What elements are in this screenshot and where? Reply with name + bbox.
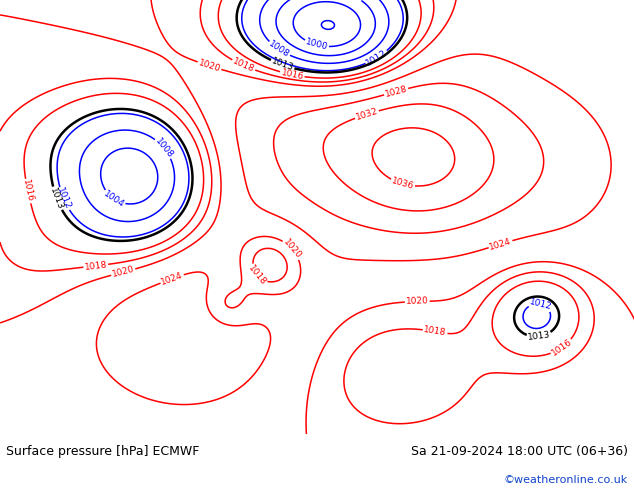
Text: 1004: 1004 xyxy=(102,189,126,209)
Text: 1018: 1018 xyxy=(423,325,447,338)
Text: 1020: 1020 xyxy=(281,238,303,261)
Text: 1008: 1008 xyxy=(267,39,291,59)
Text: 1012: 1012 xyxy=(55,187,72,211)
Text: 1020: 1020 xyxy=(197,58,222,74)
Text: 1012: 1012 xyxy=(365,48,389,68)
Text: 1018: 1018 xyxy=(246,264,268,287)
Text: 1000: 1000 xyxy=(304,38,329,52)
Text: 1024: 1024 xyxy=(160,270,184,287)
Text: 1013: 1013 xyxy=(527,331,551,343)
Text: 1012: 1012 xyxy=(528,297,553,312)
Text: 1013: 1013 xyxy=(270,57,295,73)
Text: ©weatheronline.co.uk: ©weatheronline.co.uk xyxy=(503,475,628,485)
Text: 1013: 1013 xyxy=(49,186,65,211)
Text: 1008: 1008 xyxy=(153,136,175,160)
Text: 1020: 1020 xyxy=(406,296,429,306)
Text: 1024: 1024 xyxy=(488,237,513,252)
Text: 1028: 1028 xyxy=(384,84,408,99)
Text: 1016: 1016 xyxy=(280,68,304,81)
Text: 1032: 1032 xyxy=(354,106,379,122)
Text: 1016: 1016 xyxy=(550,337,574,358)
Text: 1018: 1018 xyxy=(84,260,108,271)
Text: 1036: 1036 xyxy=(391,176,415,192)
Text: Surface pressure [hPa] ECMWF: Surface pressure [hPa] ECMWF xyxy=(6,445,200,458)
Text: 1016: 1016 xyxy=(21,179,35,203)
Text: 1020: 1020 xyxy=(111,265,136,279)
Text: 1004: 1004 xyxy=(338,0,363,3)
Text: 1018: 1018 xyxy=(231,57,256,74)
Text: Sa 21-09-2024 18:00 UTC (06+36): Sa 21-09-2024 18:00 UTC (06+36) xyxy=(411,445,628,458)
